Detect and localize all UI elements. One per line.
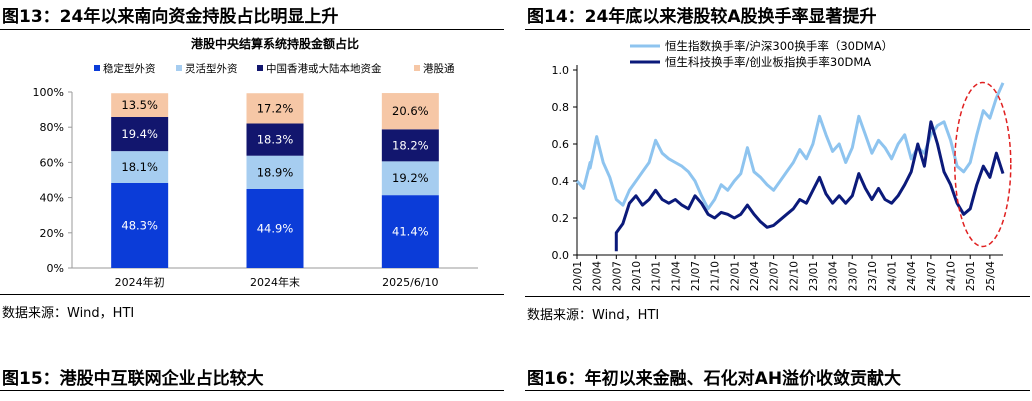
bar-segment (111, 182, 169, 268)
x-tick-label: 24/10 (946, 261, 958, 291)
x-tick-label: 24/07 (926, 261, 938, 291)
x-tick-label: 23/01 (808, 261, 820, 291)
highlight-ellipse (954, 81, 1012, 248)
bar-segment (381, 195, 439, 268)
x-tick-label: 21/04 (670, 261, 682, 292)
bar-data-label: 41.4% (392, 225, 429, 239)
legend-swatch (94, 65, 100, 71)
legend-swatch (257, 65, 263, 71)
bar-data-label: 19.4% (121, 127, 158, 141)
bar-data-label: 20.6% (392, 104, 429, 118)
legend-label: 恒生科技换手率/创业板指换手率30DMA (665, 55, 871, 69)
y-tick-label: 0.2 (552, 212, 570, 225)
x-tick-label: 21/10 (710, 261, 722, 291)
x-tick-label: 25/01 (965, 261, 977, 291)
y-tick-label: 60% (40, 156, 64, 169)
legend-label: 港股通 (423, 63, 455, 75)
bar-segment (381, 93, 439, 130)
x-tick-label: 22/04 (749, 261, 761, 292)
x-tick-label: 23/10 (867, 261, 879, 291)
bar-data-label: 18.1% (121, 160, 158, 174)
x-tick-label: 23/07 (847, 261, 859, 291)
x-tick-label: 2024年初 (115, 275, 165, 289)
x-tick-label: 20/01 (572, 261, 584, 291)
y-tick-label: 100% (33, 86, 64, 99)
bar-segment (246, 155, 304, 189)
bar-data-label: 18.3% (257, 133, 294, 147)
series-line (614, 120, 1005, 252)
fig13-title-rule (0, 29, 504, 30)
bar-data-label: 19.2% (392, 171, 429, 185)
bar-segment (246, 188, 304, 268)
fig16-title-rule (525, 390, 1030, 391)
fig14-title: 图14：24年底以来港股较A股换手率显著提升 (527, 7, 877, 27)
bar-segment (111, 116, 169, 152)
bar-segment (381, 129, 439, 162)
legend-label: 中国香港或大陆本地资金 (266, 62, 382, 75)
bar-segment (246, 93, 304, 124)
x-tick-label: 2025/6/10 (382, 276, 438, 289)
x-tick-label: 24/04 (906, 261, 918, 292)
y-tick-label: 1.0 (552, 64, 570, 77)
bar-data-label: 13.5% (121, 98, 158, 112)
y-tick-label: 0.6 (552, 138, 570, 151)
y-tick-label: 80% (40, 121, 64, 134)
y-tick-label: 0% (47, 262, 64, 275)
fig13-title: 图13：24年以来南向资金持股占比明显上升 (2, 7, 339, 27)
legend-swatch (176, 65, 182, 71)
x-tick-label: 20/07 (611, 261, 623, 291)
bar-segment (111, 93, 169, 117)
bar-data-label: 18.9% (257, 165, 294, 179)
fig13-source: 数据来源：Wind，HTI (2, 306, 135, 321)
y-tick-label: 0.8 (552, 101, 570, 114)
legend-label: 稳定型外资 (103, 62, 156, 75)
fig16-title: 图16：年初以来金融、石化对AH溢价收敛贡献大 (527, 369, 902, 389)
x-tick-label: 25/04 (985, 261, 997, 292)
fig14-source: 数据来源：Wind，HTI (527, 308, 660, 323)
bar-data-label: 44.9% (257, 221, 294, 235)
legend-swatch (414, 65, 420, 71)
bar-segment (246, 123, 304, 156)
fig14-line-chart: 0.0 0.2 0.4 0.6 0.8 1.0 20/01 20/04 20/07 20/10 21… (552, 39, 1012, 292)
y-tick-label: 40% (40, 192, 64, 205)
bar-segment (381, 161, 439, 196)
x-tick-label: 21/07 (690, 261, 702, 291)
fig15-title-rule (0, 390, 504, 391)
bar-data-label: 48.3% (121, 218, 158, 232)
x-tick-label: 23/04 (828, 261, 840, 292)
bar-segment (111, 151, 169, 183)
bar-data-label: 17.2% (257, 101, 294, 115)
x-tick-label: 2024年末 (250, 275, 300, 289)
series-line (575, 82, 1005, 211)
x-tick-label: 22/01 (729, 261, 741, 291)
bar-data-label: 18.2% (392, 138, 429, 152)
fig15-title: 图15：港股中互联网企业占比较大 (2, 369, 264, 389)
fig14-title-rule (525, 29, 1030, 30)
x-tick-label: 20/10 (631, 261, 643, 291)
y-tick-label: 0.4 (552, 175, 570, 188)
x-tick-label: 20/04 (592, 261, 604, 292)
chart-title: 港股中央结算系统持股金额占比 (191, 36, 359, 51)
legend-label: 灵活型外资 (185, 62, 238, 75)
fig13-bottom-rule (0, 294, 504, 295)
legend-label: 恒生指数换手率/沪深300换手率（30DMA） (665, 39, 893, 53)
x-tick-label: 24/01 (887, 261, 899, 291)
y-tick-label: 0.0 (552, 249, 570, 262)
y-tick-label: 20% (40, 227, 64, 240)
fig14-bottom-rule (525, 296, 1030, 297)
x-tick-label: 21/01 (651, 261, 663, 291)
x-tick-label: 22/10 (788, 261, 800, 291)
x-tick-label: 22/07 (769, 261, 781, 291)
